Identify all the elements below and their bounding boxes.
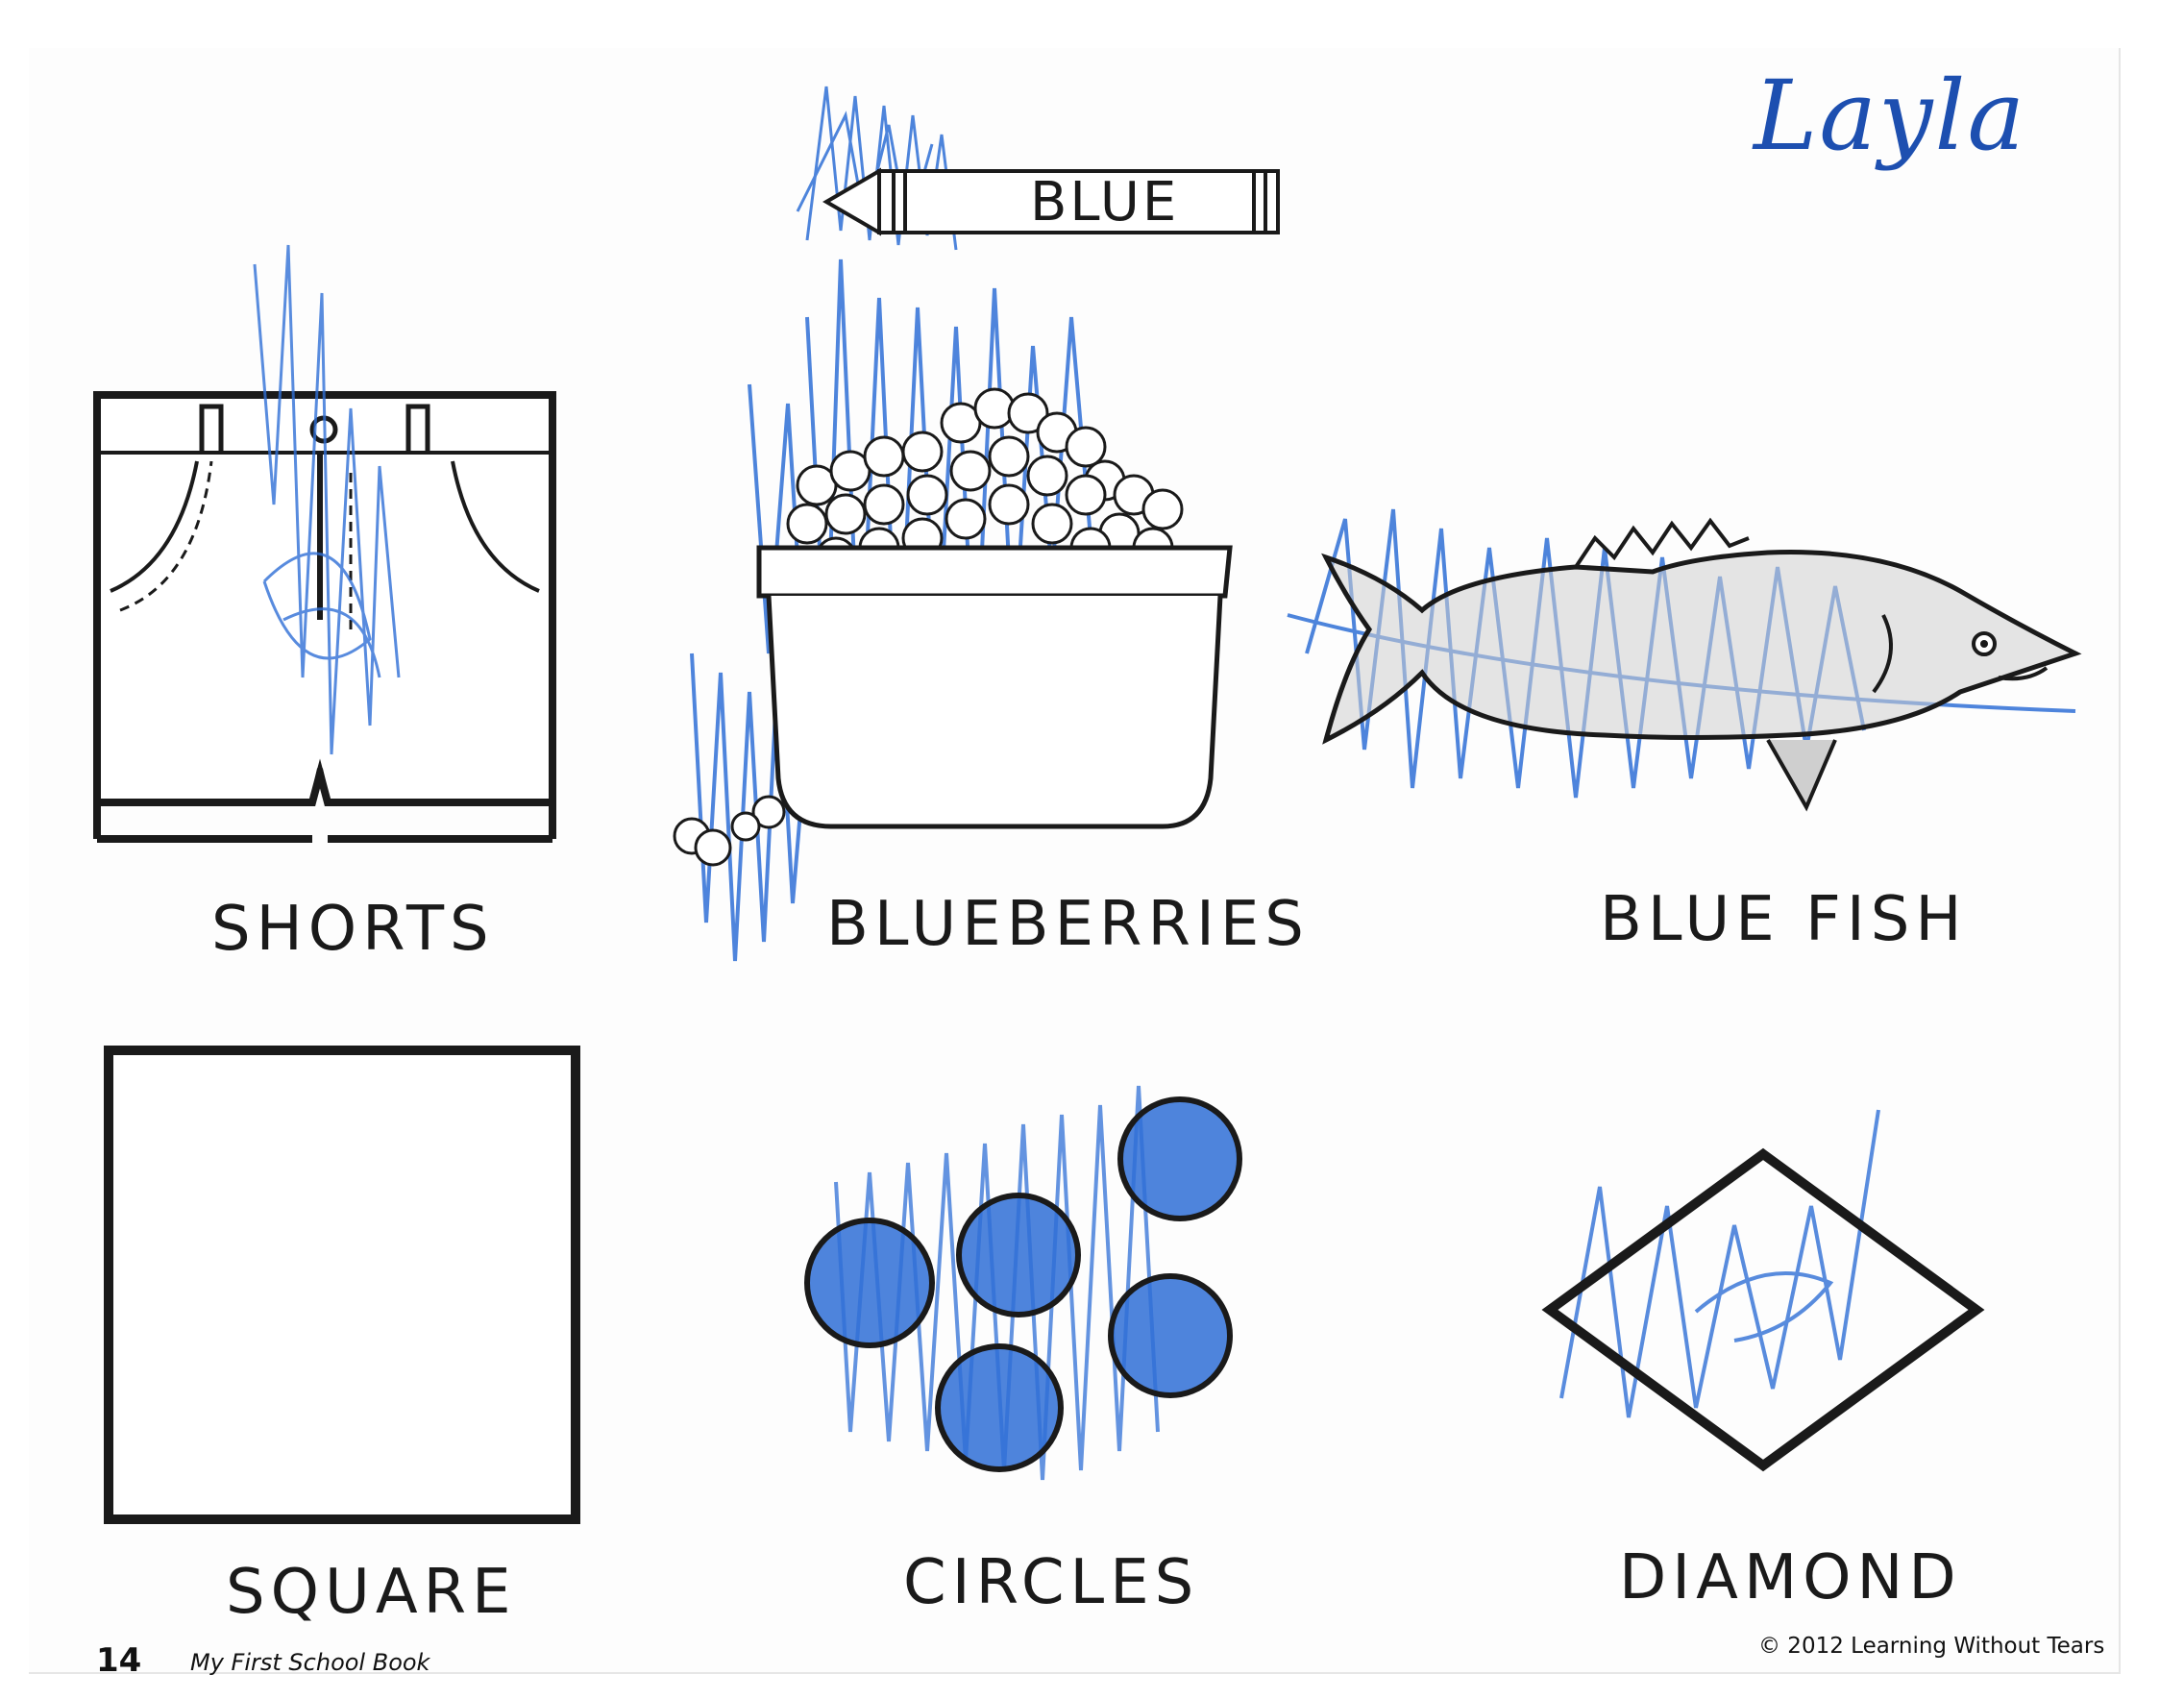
item-label-diamond: DIAMOND — [1619, 1542, 1962, 1613]
item-label-circles: CIRCLES — [903, 1547, 1200, 1618]
circles-icon — [798, 1067, 1259, 1518]
item-label-blueberries: BLUEBERRIES — [826, 889, 1310, 960]
crayon-label: BLUE — [1030, 171, 1180, 234]
student-name: Layla — [1754, 60, 2027, 172]
item-label-blue-fish: BLUE FISH — [1600, 884, 1968, 955]
book-title: My First School Book — [190, 1649, 430, 1676]
crayon-icon — [788, 86, 1288, 251]
fish-icon — [1287, 500, 2082, 846]
item-label-shorts: SHORTS — [211, 894, 495, 965]
page-number: 14 — [96, 1641, 142, 1680]
item-label-square: SQUARE — [226, 1557, 517, 1628]
diamond-icon — [1541, 1109, 1985, 1475]
copyright-notice: © 2012 Learning Without Tears — [1758, 1634, 2105, 1659]
blueberries-icon — [653, 259, 1249, 962]
square-icon — [104, 1046, 580, 1524]
shorts-icon — [91, 244, 562, 850]
